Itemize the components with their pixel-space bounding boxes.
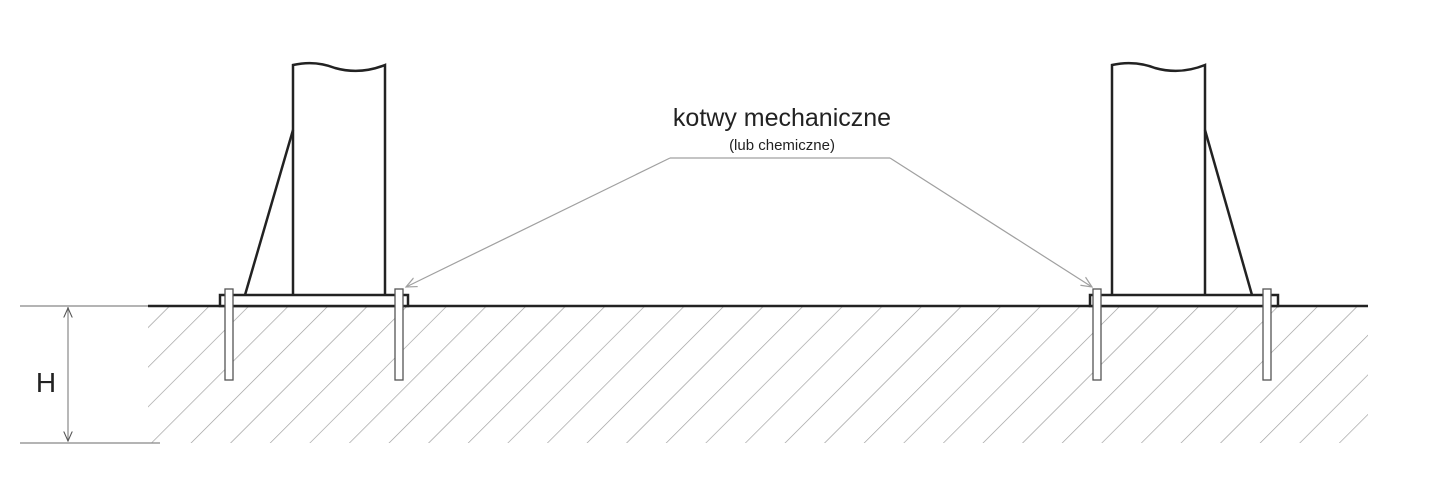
anchor-bolt	[1262, 288, 1272, 381]
anchor-bolt	[1092, 288, 1102, 381]
label-sub: (lub chemiczne)	[729, 137, 835, 154]
left-post	[218, 61, 410, 381]
label-main: kotwy mechaniczne	[673, 104, 891, 132]
dimension-symbol: H	[36, 367, 56, 398]
right-post	[1088, 61, 1280, 381]
ground-hatch	[148, 306, 1368, 443]
anchor-bolt	[394, 288, 404, 381]
depth-dimension	[20, 305, 160, 444]
anchor-bolt	[224, 288, 234, 381]
leader-lines	[406, 157, 1092, 287]
